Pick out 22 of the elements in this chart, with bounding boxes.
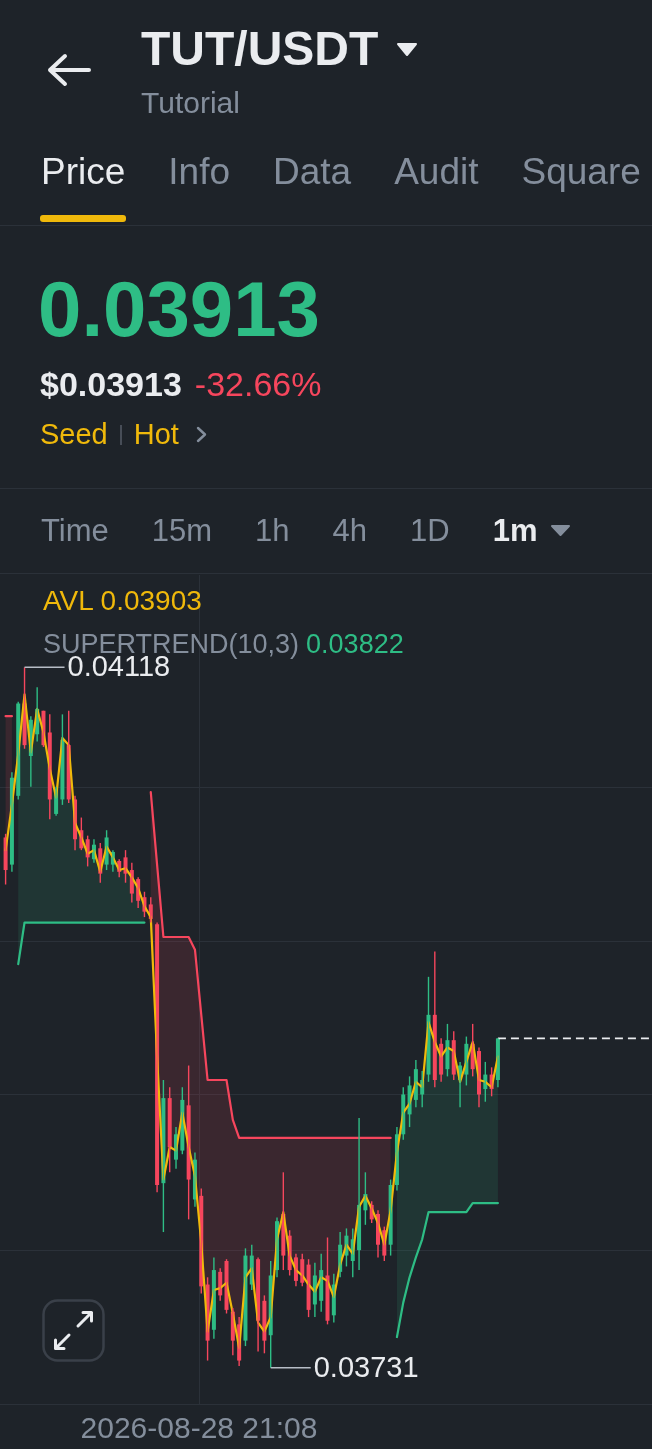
text: Square xyxy=(521,151,641,192)
text: Info xyxy=(168,151,231,192)
text: Hot xyxy=(133,418,179,450)
text: 1m xyxy=(492,513,538,548)
text: $0.03913 xyxy=(40,365,182,403)
text: 2026-08-28 21:08 xyxy=(80,1411,318,1444)
text: 1D xyxy=(410,513,450,548)
text: 1h xyxy=(255,513,290,548)
annotation: 0.03822 xyxy=(306,629,404,659)
text: Price xyxy=(41,151,126,192)
text: Time xyxy=(41,513,109,548)
text: 15m xyxy=(151,513,213,548)
text: Data xyxy=(273,151,352,192)
annotation: 0.03731 xyxy=(313,1350,419,1383)
chart-subtitle: Tutorial xyxy=(141,86,240,119)
text: 0.03913 xyxy=(38,265,320,353)
text: Audit xyxy=(394,151,479,192)
annotation: AVL 0.03903 xyxy=(43,585,202,616)
chart-title: TUT/USDT xyxy=(141,22,379,75)
text: -32.66% xyxy=(194,365,322,403)
text: Seed xyxy=(40,418,108,450)
text: 4h xyxy=(332,513,368,548)
